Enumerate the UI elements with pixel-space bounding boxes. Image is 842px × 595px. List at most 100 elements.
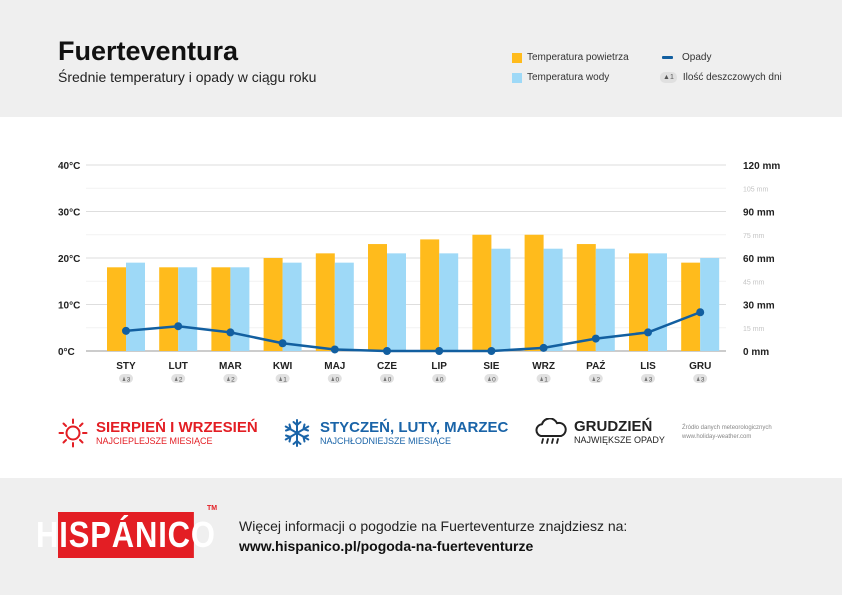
wettest-title: GRUDZIEŃ — [574, 418, 653, 435]
coldest-subtitle: NAJCHŁODNIEJSZE MIESIĄCE — [320, 436, 452, 446]
y-right-minor-tick: 45 mm — [743, 279, 765, 286]
legend-water-temp: Temperatura wody — [512, 72, 609, 83]
y-left-tick-label: 20°C — [58, 254, 80, 265]
month-label: CZE — [377, 361, 397, 372]
rainy-days-badge — [275, 374, 290, 383]
rain-point — [644, 328, 652, 337]
legend-rainy-days: ▲1 Ilość deszczowych dni — [660, 72, 782, 83]
rain-drop-icon — [435, 376, 439, 381]
rain-drop-icon — [487, 376, 491, 381]
rain-point — [122, 326, 130, 335]
y-left-tick-label: 30°C — [58, 208, 80, 219]
water-temp-bar — [178, 267, 198, 351]
rain-drop-icon — [644, 376, 648, 381]
water-temp-bar — [334, 262, 354, 351]
rainy-days-badge — [380, 374, 394, 383]
warmest-title: SIERPIEŃ I WRZESIEŃ — [96, 419, 258, 436]
rainy-days-count: 1 — [283, 377, 287, 384]
rain-drop-icon — [226, 376, 230, 381]
rain-drop-icon — [279, 376, 283, 381]
air-temp-bar — [159, 267, 179, 351]
rainy-days-badge — [641, 374, 655, 383]
y-left-tick-label: 10°C — [58, 301, 80, 312]
month-label: LIP — [431, 361, 447, 372]
rainy-days-badge — [223, 374, 238, 383]
y-right-minor-tick: 15 mm — [743, 326, 765, 333]
footer-url-link[interactable]: www.hispanico.pl/pogoda-na-fuerteventurz… — [239, 538, 534, 554]
coldest-title: STYCZEŃ, LUTY, MARZEC — [320, 419, 509, 436]
air-temp-bar — [315, 253, 335, 351]
rainy-days-count: 0 — [388, 377, 392, 384]
rainy-days-count: 1 — [544, 377, 548, 384]
y-left-tick-label: 0°C — [58, 347, 75, 358]
rain-drop-icon — [331, 376, 335, 381]
rainy-days-count: 0 — [492, 377, 496, 384]
rain-drop-icon — [383, 376, 387, 381]
rainy-days-count: 0 — [440, 377, 444, 384]
legend-rainy-days-label: Ilość deszczowych dni — [682, 72, 782, 83]
rainy-days-badge — [119, 374, 133, 383]
hispanico-logo[interactable]: HISPÁNICO — [36, 512, 215, 558]
rainy-days-count: 2 — [231, 377, 235, 384]
rain-drop-icon — [540, 376, 544, 381]
rain-point — [539, 343, 548, 352]
water-temp-bar — [282, 262, 302, 351]
snowflake-icon — [284, 419, 310, 447]
month-label: KWI — [273, 361, 293, 372]
legend-rain-label: Opady — [682, 52, 712, 63]
rain-drop-icon — [174, 376, 178, 381]
highlight-coldest: STYCZEŃ, LUTY, MARZEC NAJCHŁODNIEJSZE MI… — [282, 418, 508, 448]
rain-point — [226, 328, 235, 337]
air-temp-bar — [472, 234, 492, 351]
legend-rain: Opady — [662, 52, 711, 63]
source-line1: Źródło danych meteorologicznych — [682, 425, 772, 431]
water-temp-bar — [700, 258, 720, 351]
climate-chart: 15 mm 45 mm 75 mm 105 mm 0°C 0 mm 10°C 30 mm 20°… — [58, 161, 780, 384]
month-label: SIE — [483, 361, 499, 372]
legend-air-temp-label: Temperatura powietrza — [527, 52, 629, 63]
rainy-days-badge — [536, 374, 551, 383]
rain-drop-icon — [122, 376, 126, 381]
water-temp-bar — [543, 248, 563, 351]
month-label: LUT — [168, 361, 187, 372]
rainy-days-badge — [693, 374, 708, 383]
rainy-days-badge — [432, 374, 447, 383]
air-temp-bar — [681, 262, 701, 351]
rain-drop-icon — [696, 376, 700, 381]
rain-cloud-icon — [535, 418, 567, 444]
legend-rainy-days-badge: 1 — [669, 74, 674, 81]
month-label: WRZ — [532, 361, 555, 372]
water-temp-bar — [595, 248, 615, 351]
rain-point — [278, 339, 287, 348]
rain-point — [174, 322, 183, 331]
rain-point — [435, 347, 444, 355]
rain-point — [383, 347, 391, 355]
rain-point — [330, 345, 339, 354]
air-temp-bar — [107, 267, 126, 351]
page-title: Fuerteventura — [58, 36, 239, 66]
rain-drop-icon — [592, 376, 596, 381]
rainy-days-count: 2 — [179, 377, 183, 384]
legend-water-temp-label: Temperatura wody — [527, 72, 610, 83]
y-right-tick-label: 0 mm — [743, 347, 769, 358]
sun-icon — [58, 418, 88, 448]
rainy-days-count: 0 — [335, 377, 339, 384]
air-temp-bar — [576, 244, 596, 351]
header-band — [0, 0, 842, 117]
water-temp-bar — [387, 253, 406, 351]
source-link[interactable]: www.holiday-weather.com — [682, 434, 752, 440]
rainy-days-count: 3 — [127, 377, 131, 384]
rain-point — [696, 308, 705, 317]
air-temp-bar — [368, 244, 387, 351]
water-temp-bar — [648, 253, 667, 351]
page-subtitle: Średnie temperatury i opady w ciągu roku — [58, 69, 317, 85]
rainy-days-count: 2 — [596, 377, 600, 384]
air-temp-bar — [263, 258, 283, 351]
y-left-tick-label: 40°C — [58, 161, 80, 172]
water-temp-bar — [126, 262, 145, 351]
air-temp-bar — [524, 234, 544, 351]
water-temp-bar — [491, 248, 511, 351]
air-temp-bar — [211, 267, 231, 351]
month-label: LIS — [640, 361, 656, 372]
rainy-days-badge — [484, 374, 499, 383]
